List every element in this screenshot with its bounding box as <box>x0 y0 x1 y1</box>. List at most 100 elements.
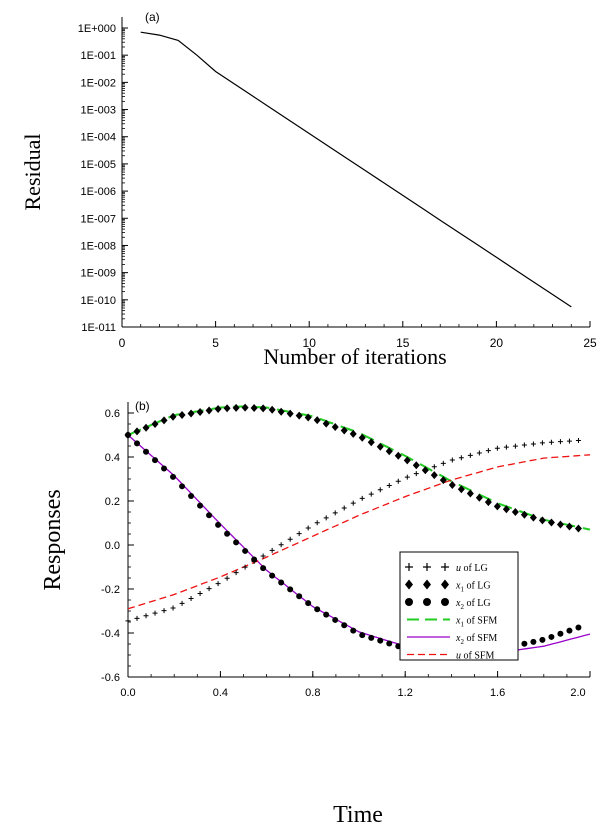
marker-dot <box>161 465 168 472</box>
series-line <box>127 434 591 655</box>
marker-plus <box>161 608 167 614</box>
marker-plus <box>413 471 419 477</box>
marker-plus <box>377 487 383 493</box>
marker-diamond <box>349 429 357 438</box>
marker-diamond <box>187 409 195 418</box>
marker-diamond <box>484 498 492 507</box>
series-line <box>127 454 591 610</box>
marker-diamond <box>439 476 447 485</box>
marker-diamond <box>493 502 501 511</box>
marker-plus <box>323 515 329 521</box>
marker-plus <box>503 444 509 450</box>
marker-diamond <box>322 419 330 428</box>
marker-diamond <box>511 508 519 517</box>
marker-dot <box>548 633 555 640</box>
marker-plus <box>278 542 284 548</box>
marker-diamond <box>268 405 276 414</box>
panel-b-label: (b) <box>135 399 150 413</box>
marker-dot <box>377 637 384 644</box>
marker-plus <box>494 445 500 451</box>
y-tick-label-b: 0.6 <box>105 408 120 420</box>
marker-dot <box>170 473 177 480</box>
y-axis-label-a: Residual <box>20 134 45 211</box>
marker-plus <box>287 536 293 542</box>
marker-plus <box>431 464 437 470</box>
x-tick-label-a: 25 <box>583 336 597 350</box>
marker-plus <box>296 531 302 537</box>
x-tick-label-a: 20 <box>490 336 504 350</box>
marker-dot <box>197 502 204 509</box>
legend-marker-dot <box>423 598 431 606</box>
y-tick-label-b: 0.2 <box>105 496 120 508</box>
marker-dot <box>557 630 564 637</box>
marker-dot <box>350 627 357 634</box>
marker-plus <box>359 495 365 501</box>
y-tick-label-a: 1E-005 <box>81 159 116 171</box>
residual-line <box>140 31 572 308</box>
marker-diamond <box>394 451 402 460</box>
marker-plus <box>395 478 401 484</box>
marker-diamond <box>214 404 222 413</box>
marker-dot <box>305 600 312 607</box>
marker-plus <box>530 441 536 447</box>
marker-diamond <box>241 403 249 412</box>
x-tick-label-a: 5 <box>212 336 219 350</box>
marker-dot <box>332 616 339 623</box>
legend-label: x2 of SFM <box>455 633 497 646</box>
series-line <box>127 405 591 531</box>
marker-plus <box>458 455 464 461</box>
marker-diamond <box>286 409 294 418</box>
marker-plus <box>188 595 194 601</box>
y-tick-label-b: 0.4 <box>105 452 120 464</box>
marker-diamond <box>133 427 141 436</box>
legend-marker-plus <box>405 563 413 571</box>
residual-chart: (a) 1E+000 1E-001 1E-002 1E-003 1E-004 1E-005… <box>20 10 597 369</box>
marker-plus <box>440 460 446 466</box>
marker-diamond <box>169 412 177 421</box>
marker-plus <box>215 581 221 587</box>
marker-plus <box>179 600 185 606</box>
y-tick-label-a: 1E-010 <box>81 295 116 307</box>
x-tick-label-b: 0.4 <box>213 687 228 699</box>
marker-plus <box>152 610 158 616</box>
marker-diamond <box>430 471 438 480</box>
marker-dot <box>287 586 294 593</box>
legend-entry: u of LG <box>405 563 488 574</box>
marker-plus <box>341 505 347 511</box>
y-tick-label-a: 1E-003 <box>81 105 116 117</box>
marker-diamond <box>403 456 411 465</box>
y-tick-label-b: 0.0 <box>105 540 120 552</box>
responses-chart: (b) -0.6 -0.4 -0.2 0.0 0.2 0.4 0.6 0.0 0.4 0.8 1.… <box>40 399 591 828</box>
marker-dot <box>233 539 240 546</box>
x-tick-label-a: 15 <box>396 336 410 350</box>
marker-diamond <box>259 404 267 413</box>
marker-diamond <box>142 423 150 432</box>
marker-plus <box>449 457 455 463</box>
marker-dot <box>575 624 582 631</box>
legend-entry: x2 of SFM <box>407 633 497 646</box>
y-tick-label-b: -0.4 <box>101 628 120 640</box>
marker-dot <box>386 640 393 647</box>
marker-dot <box>242 547 249 554</box>
marker-plus <box>539 440 545 446</box>
marker-plus <box>143 613 149 619</box>
marker-diamond <box>277 407 285 416</box>
marker-dot <box>125 432 131 438</box>
legend-entry: x1 of SFM <box>407 616 497 629</box>
marker-diamond <box>178 410 186 419</box>
marker-dot <box>296 593 303 600</box>
y-tick-label-a: 1E+000 <box>78 23 116 35</box>
marker-plus <box>350 500 356 506</box>
marker-diamond <box>565 522 573 531</box>
marker-plus <box>125 618 131 624</box>
marker-diamond <box>466 489 474 498</box>
marker-dot <box>152 457 159 464</box>
x-tick-label-b: 1.6 <box>490 687 505 699</box>
marker-plus <box>485 448 491 454</box>
legend-marker-dot <box>441 598 449 606</box>
x-tick-label-b: 0.0 <box>120 687 135 699</box>
marker-dot <box>521 640 528 647</box>
marker-diamond <box>331 423 339 432</box>
marker-diamond <box>367 438 375 447</box>
